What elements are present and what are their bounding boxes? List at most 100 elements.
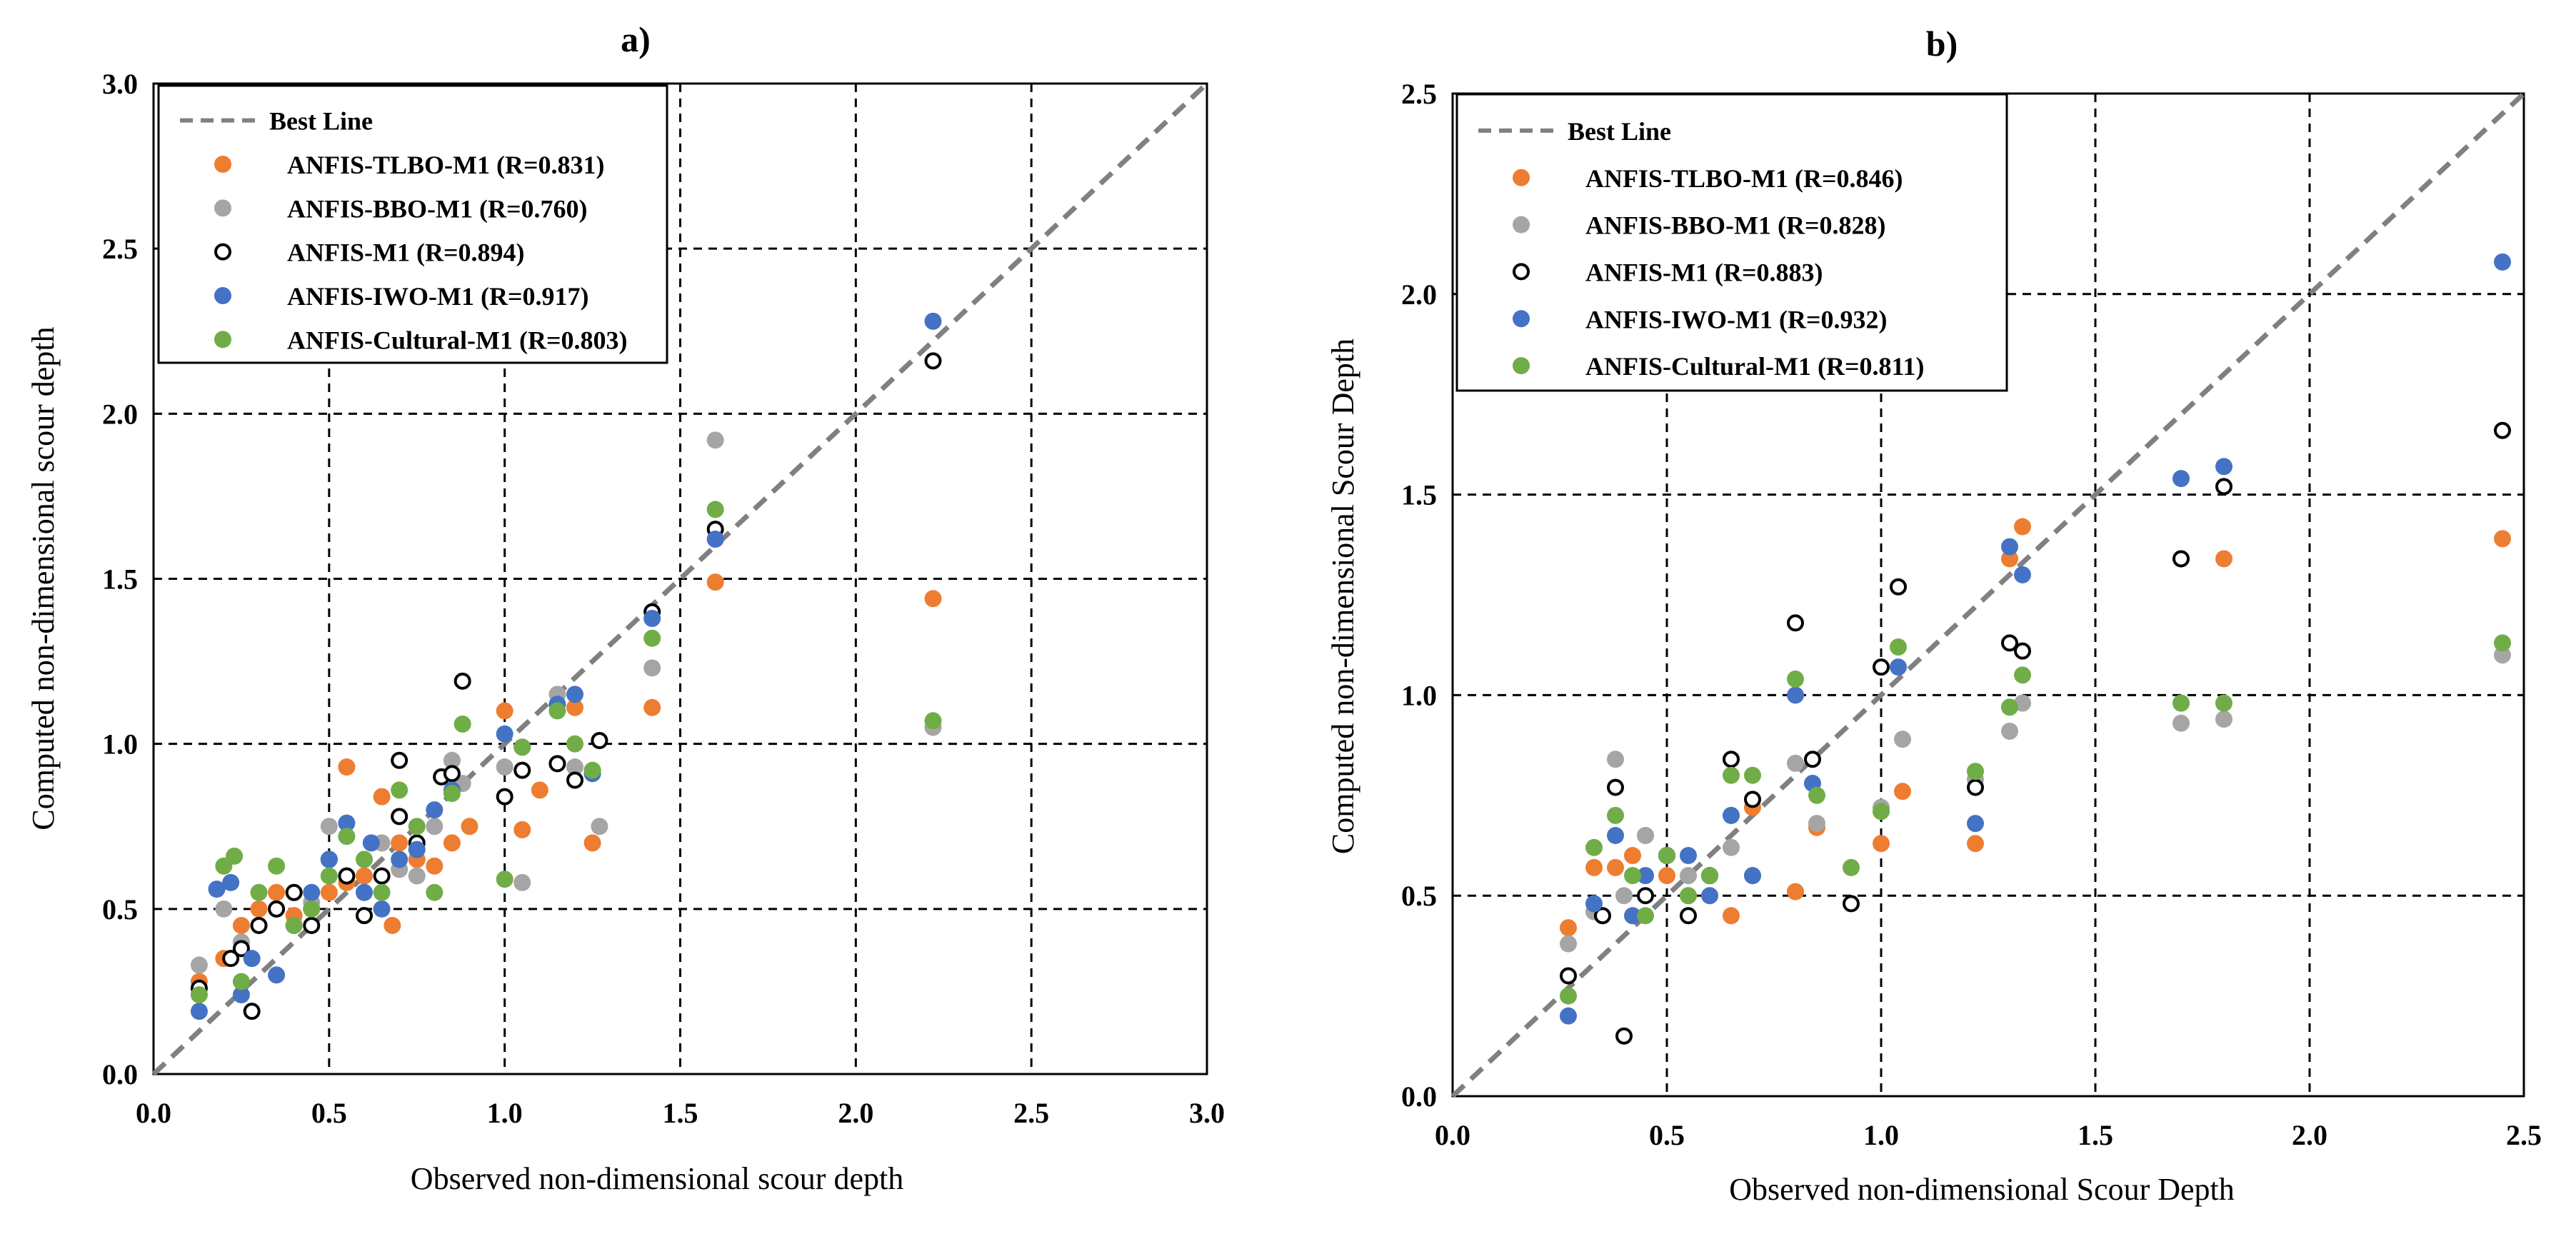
data-point (2014, 642, 2031, 660)
data-point (1967, 763, 1984, 781)
data-point (643, 609, 661, 627)
legend-box (1455, 93, 2008, 392)
data-point (373, 900, 391, 918)
x-tick-label: 0.5 (1649, 1119, 1685, 1151)
data-point (190, 1003, 208, 1020)
data-point (924, 312, 942, 330)
data-point (232, 940, 250, 958)
legend-label: Best Line (1568, 117, 1671, 146)
y-tick-label: 1.5 (102, 563, 138, 596)
y-tick-label: 0.0 (1401, 1080, 1437, 1113)
data-point (1890, 578, 1907, 596)
y-tick-label: 0.5 (1401, 880, 1437, 912)
data-point (268, 883, 286, 901)
data-point (1894, 731, 1911, 748)
data-point (1701, 867, 1718, 885)
data-point (1873, 803, 1890, 821)
legend: Best Line ANFIS-TLBO-M1 (R=0.846) ANFIS-BB… (1455, 93, 2008, 392)
data-point (303, 916, 321, 934)
legend-swatch (214, 199, 231, 217)
y-axis-label: Computed non-dimensional scour depth (26, 326, 61, 830)
data-point (1637, 907, 1654, 925)
data-point (1723, 751, 1740, 768)
data-point (268, 966, 286, 984)
data-point (513, 821, 531, 838)
data-point (2215, 458, 2232, 476)
data-point (426, 801, 443, 819)
data-point (924, 352, 942, 370)
data-point (2172, 694, 2190, 712)
data-point (2014, 694, 2031, 712)
data-point (243, 1003, 261, 1020)
data-point (338, 758, 356, 776)
data-point (1560, 967, 1577, 985)
data-point (643, 698, 661, 716)
x-tick-label: 1.0 (487, 1097, 523, 1129)
data-point (1890, 638, 1907, 656)
data-point (496, 758, 513, 776)
data-point (1804, 751, 1821, 768)
data-point (1787, 670, 1804, 688)
legend-label: ANFIS-IWO-M1 (R=0.932) (1585, 305, 1887, 333)
legend-swatch (1513, 357, 1530, 375)
data-point (1585, 858, 1603, 876)
data-point (1787, 754, 1804, 772)
y-tick-label: 3.0 (102, 68, 138, 100)
y-tick-label: 2.0 (1401, 279, 1437, 311)
y-tick-label: 0.5 (102, 893, 138, 926)
data-point (566, 735, 583, 753)
x-tick-label: 0.0 (1435, 1119, 1470, 1151)
legend-swatch (1513, 169, 1530, 186)
data-point (1787, 883, 1804, 901)
data-point (1607, 858, 1624, 876)
data-point (2494, 646, 2511, 664)
y-axis-label: Computed non-dimensional Scour Depth (1325, 338, 1360, 854)
data-point (591, 732, 608, 750)
legend-label: ANFIS-TLBO-M1 (R=0.846) (1585, 164, 1903, 193)
series-3 (1560, 421, 2511, 1045)
data-point (320, 883, 338, 901)
data-point (706, 531, 724, 548)
legend-swatch (1513, 263, 1530, 281)
data-point (1607, 778, 1624, 796)
chart-title: a) (621, 19, 651, 59)
legend-swatch (1513, 216, 1530, 234)
data-point (1744, 867, 1761, 885)
legend-label: ANFIS-TLBO-M1 (R=0.831) (287, 151, 605, 179)
data-point (1680, 867, 1697, 885)
data-point (391, 808, 409, 826)
data-point (531, 781, 548, 799)
chart-title: b) (1926, 24, 1958, 64)
data-point (706, 431, 724, 449)
data-point (2001, 698, 2018, 716)
data-point (2172, 470, 2190, 488)
data-point (443, 834, 461, 852)
x-tick-label: 0.0 (136, 1097, 171, 1129)
data-point (1637, 867, 1654, 885)
data-point (513, 761, 531, 779)
plot-frame (152, 82, 1208, 1075)
series-2 (1560, 646, 2511, 953)
data-point (356, 851, 373, 868)
data-point (1680, 887, 1697, 905)
data-point (1873, 835, 1890, 853)
data-point (338, 867, 356, 885)
data-point (1723, 838, 1740, 856)
data-point (453, 715, 471, 733)
data-point (1607, 806, 1624, 824)
data-point (232, 986, 250, 1004)
data-point (643, 659, 661, 677)
data-point (496, 788, 513, 806)
chart-b: b) 0.0 0.5 1.0 1.5 2.0 2.5 0.0 0.5 1.0 1.5 2.0 2.5 Ob… (1325, 24, 2542, 1207)
data-point (496, 871, 513, 888)
legend-box (157, 84, 668, 364)
data-point (1615, 1027, 1633, 1045)
x-tick-label: 2.0 (838, 1097, 873, 1129)
x-axis-label: Observed non-dimensional Scour Depth (1729, 1172, 2235, 1207)
y-tick-label: 2.5 (102, 233, 138, 265)
data-point (583, 761, 601, 779)
legend-swatch (214, 331, 231, 348)
data-point (2494, 634, 2511, 652)
data-point (1680, 847, 1697, 865)
